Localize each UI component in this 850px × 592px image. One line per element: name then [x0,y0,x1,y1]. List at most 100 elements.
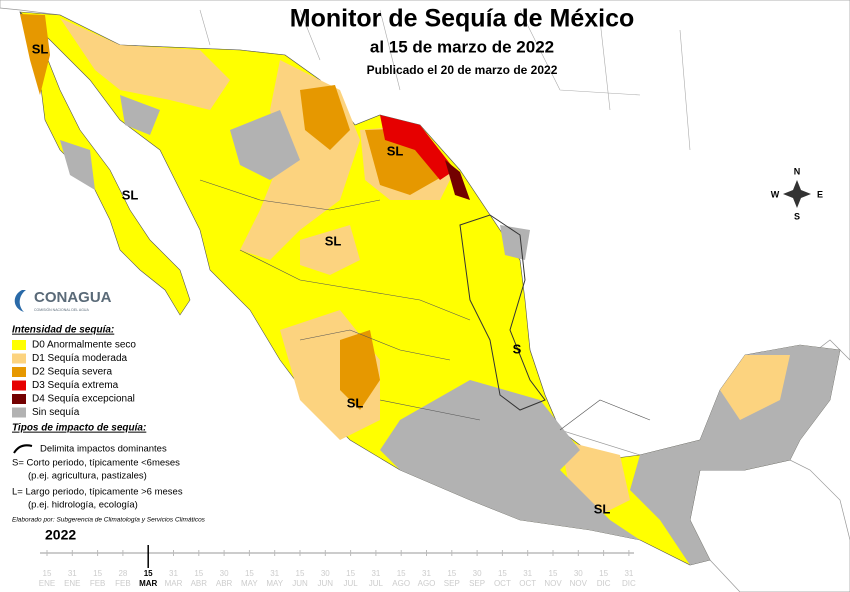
mexico-map [19,11,841,566]
timeline-month: SEP [444,579,460,588]
timeline-month: AGO [418,579,436,588]
date: al 15 de marzo de 2022 [370,37,554,56]
timeline-month: ABR [216,579,233,588]
none-yucatan [630,345,840,565]
timeline-month: OCT [494,579,511,588]
timeline-day: 15 [245,569,254,578]
impact-label: SL [122,187,139,202]
d1-sonora [60,18,230,110]
timeline-month: MAR [165,579,183,588]
timeline-month: FEB [90,579,106,588]
legend-swatch [12,367,26,377]
timeline-day: 31 [624,569,633,578]
legend-label: D0 Anormalmente seco [32,340,136,351]
d2-baja [20,14,50,95]
timeline-day: 31 [523,569,532,578]
timeline-month: OCT [519,579,536,588]
timeline-day: 15 [447,569,456,578]
legend-title: Intensidad de sequía: [12,325,114,336]
legend-swatch [12,380,26,391]
timeline-month: JUN [292,579,308,588]
timeline-month: ENE [64,579,80,588]
timeline-month: NOV [544,579,562,588]
impact-label: SL [325,233,342,248]
legend: Intensidad de sequía: Tipos de impacto d… [12,325,206,524]
impact-note: S= Corto periodo, típicamente <6meses [12,458,180,469]
impact-line: Delimita impactos dominantes [40,444,167,455]
impact-outline [459,214,546,411]
d4-tamaulipas [445,160,470,200]
impact-label: SL [387,143,404,158]
timeline-day: 15 [43,569,52,578]
timeline-month: MAY [241,579,258,588]
impact-label: SL [32,41,49,56]
compass-s: S [794,211,800,221]
timeline-month: JUL [369,579,384,588]
baja-california [19,11,191,316]
legend-label: D1 Sequía moderada [32,353,128,364]
timeline-month: JUL [343,579,358,588]
compass-star [783,180,811,208]
impact-label: S [513,341,522,356]
timeline-month: SEP [469,579,485,588]
compass-w: W [771,189,780,199]
legend-label: Sin sequía [32,407,80,418]
state-lines [199,179,651,431]
impact-note: L= Largo periodo, típicamente >6 meses [12,487,183,498]
map-labels: SL SL SL SL SL SL S [32,41,611,516]
timeline-day: 15 [93,569,102,578]
timeline-month: DIC [597,579,611,588]
compass-n: N [794,166,801,176]
timeline-month: MAY [266,579,283,588]
published: Publicado el 20 de marzo de 2022 [367,63,558,77]
timeline-year: 2022 [45,527,76,543]
legend-label: D2 Sequía severa [32,367,112,378]
timeline-day: 30 [321,569,330,578]
d2-west [340,330,380,410]
timeline-month: MAR [139,579,157,588]
timeline-day: 15 [599,569,608,578]
d3-coahuila [380,115,455,180]
timeline-day: 15 [498,569,507,578]
timeline-month: FEB [115,579,131,588]
timeline-month: JUN [318,579,334,588]
logo-name: CONAGUA [34,289,112,306]
logo-mark [14,290,26,312]
timeline-day: 31 [169,569,178,578]
title: Monitor de Sequía de México [290,5,635,33]
compass: N S W E [771,166,823,221]
legend-swatch [12,353,26,364]
timeline-day: 30 [220,569,229,578]
none-south [380,380,640,540]
impact-note: (p.ej. agricultura, pastizales) [28,471,147,482]
timeline-day: 15 [397,569,406,578]
legend-label: D3 Sequía extrema [32,380,119,391]
timeline-month: AGO [392,579,410,588]
impact-label: SL [347,395,364,410]
timeline-day: 30 [473,569,482,578]
legend-swatch [12,340,26,350]
timeline-day: 15 [549,569,558,578]
timeline-day: 30 [574,569,583,578]
impact-note: (p.ej. hidrología, ecología) [28,500,138,511]
timeline-day: 31 [422,569,431,578]
timeline-day: 31 [270,569,279,578]
timeline-day: 28 [118,569,127,578]
impact-label: SL [594,501,611,516]
guatemala-belize [689,459,850,592]
logo: CONAGUA COMISIÓN NACIONAL DEL AGUA [14,289,112,312]
impact-line-icon [13,444,33,454]
timeline: 2022 15ENE31ENE15FEB28FEB15MAR31MAR15ABR… [39,527,636,588]
impact-title: Tipos de impacto de sequía: [12,423,146,434]
logo-subtitle: COMISIÓN NACIONAL DEL AGUA [34,307,89,312]
legend-swatch [12,394,26,404]
d2-chihuahua [300,85,350,150]
timeline-day: 15 [144,569,153,578]
timeline-month: NOV [570,579,588,588]
compass-e: E [817,189,823,199]
timeline-day: 15 [296,569,305,578]
header: Monitor de Sequía de México al 15 de mar… [290,5,635,78]
timeline-month: DIC [622,579,636,588]
d1-yucatan [720,355,790,420]
